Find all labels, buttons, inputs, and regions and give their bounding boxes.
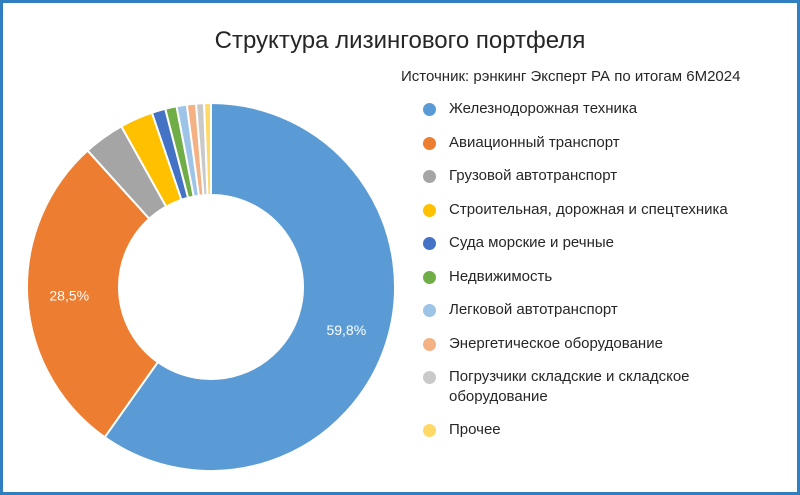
legend-label-4: Суда морские и речные — [449, 234, 614, 251]
legend-swatch-5 — [423, 270, 436, 284]
legend-swatch-6 — [423, 304, 436, 317]
legend-swatch-7 — [423, 337, 436, 351]
legend-label-7: Энергетическое оборудование — [449, 334, 663, 352]
data-label-0: 59,8% — [326, 322, 366, 338]
legend-swatch-8 — [423, 371, 436, 384]
data-label-1: 28,5% — [49, 287, 89, 303]
legend-label-5: Недвижимость — [449, 267, 553, 285]
donut-slice-9 — [203, 101, 212, 197]
legend-label-2: Грузовой автотранспорт — [449, 167, 618, 184]
legend-swatch-2 — [423, 170, 436, 183]
legend-swatch-4 — [423, 237, 436, 250]
legend-label-8: Погрузчики складские и складское оборудо… — [449, 368, 690, 405]
legend-swatch-9 — [423, 424, 436, 437]
chart-title: Структура лизингового портфеля — [214, 27, 586, 54]
legend-swatch-3 — [423, 203, 436, 217]
donut-chart: 59,8% 28,5% — [26, 101, 396, 472]
legend-label-0: Железнодорожная техника — [449, 100, 638, 117]
legend-label-3: Строительная, дорожная и спецтехника — [449, 200, 728, 218]
donut-slice-1 — [26, 149, 160, 439]
legend-swatch-0 — [423, 103, 436, 116]
chart-source-note: Источник: рэнкинг Эксперт РА по итогам 6… — [401, 68, 741, 85]
legend-label-9: Прочее — [449, 421, 501, 438]
legend-swatch-1 — [423, 136, 436, 150]
donut-slice-0 — [103, 101, 396, 472]
legend-label-6: Легковой автотранспорт — [449, 301, 618, 318]
legend-label-1: Авиационный транспорт — [449, 133, 620, 151]
